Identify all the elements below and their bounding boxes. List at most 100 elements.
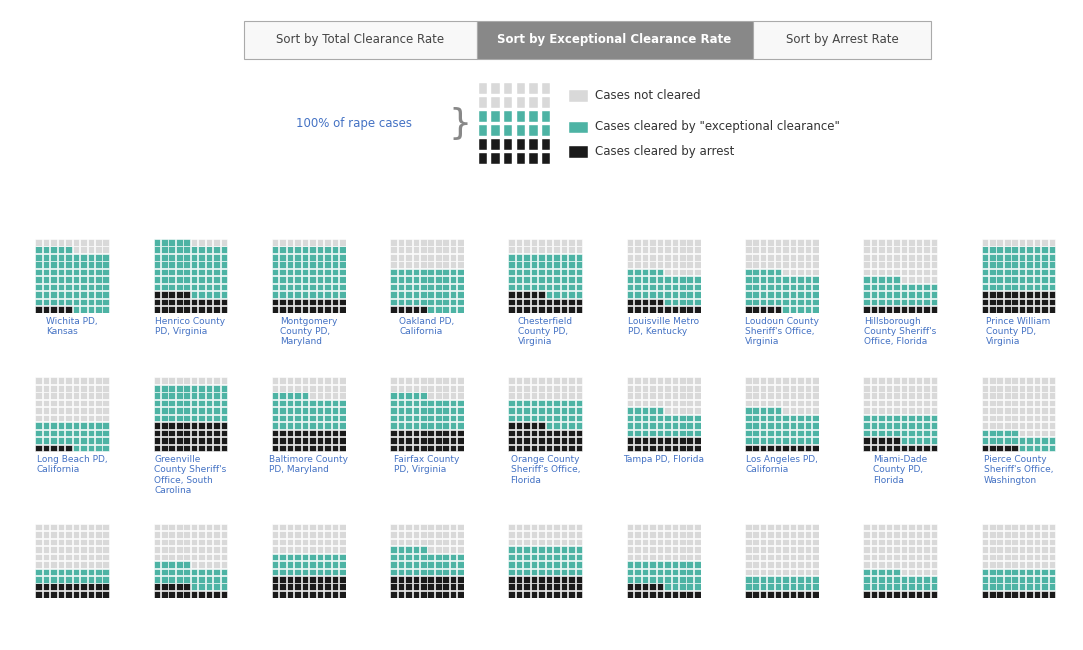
Bar xyxy=(768,445,774,451)
Bar xyxy=(671,445,678,451)
Bar xyxy=(569,269,575,276)
Bar xyxy=(397,561,404,567)
Bar xyxy=(198,254,205,261)
Bar xyxy=(923,400,929,406)
Bar xyxy=(65,291,71,298)
Bar xyxy=(420,554,427,560)
Bar xyxy=(790,539,796,545)
Bar xyxy=(428,306,434,313)
Bar xyxy=(1012,576,1018,582)
Bar xyxy=(782,246,788,253)
Bar xyxy=(1048,445,1055,451)
Bar xyxy=(442,576,449,582)
Bar xyxy=(774,531,782,538)
Bar xyxy=(88,415,94,421)
Bar xyxy=(812,254,819,261)
Bar xyxy=(516,254,522,261)
Bar xyxy=(561,437,567,444)
Bar xyxy=(508,299,514,305)
Bar xyxy=(103,445,109,451)
Bar xyxy=(531,591,537,597)
Bar xyxy=(782,415,788,421)
Bar xyxy=(420,591,427,597)
Bar xyxy=(908,385,915,391)
Bar xyxy=(221,299,227,305)
Bar xyxy=(641,415,649,421)
Bar xyxy=(1034,261,1041,268)
Text: Loudoun County
Sheriff's Office,
Virginia: Loudoun County Sheriff's Office, Virgini… xyxy=(745,317,819,346)
Bar xyxy=(908,546,915,552)
Bar xyxy=(745,539,752,545)
Bar xyxy=(324,385,330,391)
Bar xyxy=(664,269,670,276)
Bar xyxy=(538,422,545,429)
Bar xyxy=(805,437,811,444)
Bar xyxy=(812,591,819,597)
Bar xyxy=(331,539,338,545)
Bar xyxy=(191,584,197,590)
Bar xyxy=(295,269,301,276)
Bar xyxy=(553,400,560,406)
Bar xyxy=(272,408,278,414)
Bar xyxy=(183,546,190,552)
Bar xyxy=(871,569,877,575)
Bar xyxy=(50,254,56,261)
Bar xyxy=(805,284,811,291)
Bar xyxy=(1012,531,1018,538)
Bar xyxy=(1019,437,1026,444)
Bar xyxy=(664,415,670,421)
Bar xyxy=(57,437,64,444)
Bar xyxy=(213,524,220,530)
Bar xyxy=(576,539,583,545)
Bar xyxy=(103,299,109,305)
Bar xyxy=(169,430,175,436)
Bar xyxy=(272,445,278,451)
Bar xyxy=(73,299,79,305)
Bar xyxy=(65,546,71,552)
Bar xyxy=(553,299,560,305)
Bar xyxy=(546,254,552,261)
Bar xyxy=(103,584,109,590)
Bar xyxy=(279,408,286,414)
Bar xyxy=(65,269,71,276)
Bar xyxy=(42,584,49,590)
Bar xyxy=(635,246,641,253)
Bar xyxy=(103,385,109,391)
Bar xyxy=(1027,400,1033,406)
Bar xyxy=(183,569,190,575)
Bar xyxy=(893,591,900,597)
Bar xyxy=(397,569,404,575)
Bar xyxy=(80,261,87,268)
Bar xyxy=(420,269,427,276)
Bar xyxy=(206,524,212,530)
Bar xyxy=(517,83,525,94)
Bar xyxy=(309,246,316,253)
Bar xyxy=(390,584,396,590)
Bar xyxy=(435,246,442,253)
Bar xyxy=(768,400,774,406)
Bar xyxy=(782,291,788,298)
Bar xyxy=(428,546,434,552)
Bar xyxy=(805,254,811,261)
Bar xyxy=(316,437,323,444)
Bar xyxy=(774,437,782,444)
Bar xyxy=(649,576,655,582)
Bar xyxy=(420,584,427,590)
Bar xyxy=(1027,254,1033,261)
Bar xyxy=(782,261,788,268)
Bar xyxy=(42,576,49,582)
Bar xyxy=(531,261,537,268)
Bar xyxy=(805,246,811,253)
Bar xyxy=(996,269,1003,276)
Bar xyxy=(221,524,227,530)
Bar xyxy=(915,261,922,268)
Bar xyxy=(213,576,220,582)
Bar xyxy=(923,437,929,444)
Text: Greenville
County Sheriff's
Office, South
Carolina: Greenville County Sheriff's Office, Sout… xyxy=(154,455,226,495)
Bar xyxy=(508,408,514,414)
Bar xyxy=(576,269,583,276)
Bar xyxy=(649,239,655,246)
Bar xyxy=(206,239,212,246)
Bar xyxy=(339,422,345,429)
Bar xyxy=(428,408,434,414)
